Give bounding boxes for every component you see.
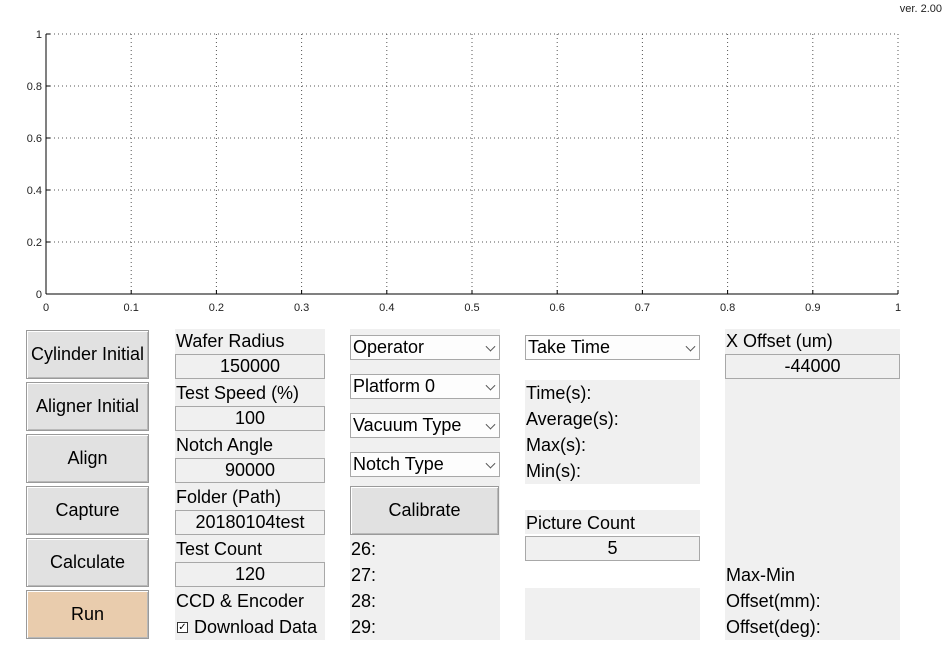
align-button[interactable]: Align — [26, 434, 149, 483]
picture-count-panel — [525, 510, 700, 534]
offset-deg-label: Offset(deg): — [726, 617, 821, 637]
x-tick-label: 0.5 — [464, 302, 479, 314]
test-speed-field[interactable]: 100 — [175, 406, 325, 431]
folder-path-field[interactable]: 20180104test — [175, 510, 325, 535]
count-label-29: 29: — [351, 617, 377, 637]
cylinder-initial-button[interactable]: Cylinder Initial — [26, 330, 149, 379]
calibrate-button[interactable]: Calibrate — [350, 486, 499, 535]
take-time-dropdown-value: Take Time — [528, 337, 611, 357]
offset-panel — [725, 329, 900, 640]
count-label-27: 27: — [351, 565, 377, 585]
capture-button[interactable]: Capture — [26, 486, 149, 535]
count-label-26: 26: — [351, 539, 377, 559]
x-tick-label: 0 — [43, 302, 49, 314]
download-data-checkbox[interactable]: ✓ — [177, 622, 188, 633]
y-tick-label: 0.8 — [27, 81, 42, 93]
folder-path-label: Folder (Path) — [176, 487, 282, 507]
max-label: Max(s): — [526, 435, 586, 455]
y-tick-label: 0.2 — [27, 237, 42, 249]
time-label: Time(s): — [526, 383, 592, 403]
run-button[interactable]: Run — [26, 590, 149, 639]
average-label: Average(s): — [526, 409, 619, 429]
test-speed-label: Test Speed (%) — [176, 383, 300, 403]
test-count-label: Test Count — [176, 539, 263, 559]
x-tick-label: 1 — [895, 302, 901, 314]
x-offset-label: X Offset (um) — [726, 331, 833, 351]
chevron-down-icon — [485, 419, 496, 430]
picture-count-field[interactable]: 5 — [525, 536, 700, 561]
plot-axes: 0 0.1 0.2 0.3 0.4 0.5 0.6 0.7 0.8 0.9 1 0 0.2 0.4 0.6 0… — [27, 29, 901, 314]
download-data-label: Download Data — [194, 617, 318, 637]
offset-mm-label: Offset(mm): — [726, 591, 821, 611]
notch-angle-label: Notch Angle — [176, 435, 274, 455]
x-tick-label: 0.3 — [294, 302, 309, 314]
timing-stats-panel — [525, 380, 700, 484]
count-label-28: 28: — [351, 591, 377, 611]
max-min-label: Max-Min — [726, 565, 796, 585]
operator-dropdown-value: Operator — [353, 337, 425, 357]
take-time-dropdown[interactable]: Take Time — [525, 335, 700, 360]
wafer-radius-field[interactable]: 150000 — [175, 354, 325, 379]
picture-count-label: Picture Count — [526, 513, 636, 533]
y-tick-label: 0.4 — [27, 185, 42, 197]
calculate-button[interactable]: Calculate — [26, 538, 149, 587]
min-label: Min(s): — [526, 461, 581, 481]
version-label: ver. 2.00 — [899, 3, 942, 15]
aligner-initial-button[interactable]: Aligner Initial — [26, 382, 149, 431]
x-tick-label: 0.7 — [635, 302, 650, 314]
vacuum-type-dropdown[interactable]: Vacuum Type — [350, 413, 500, 438]
x-tick-label: 0.6 — [550, 302, 565, 314]
y-tick-label: 1 — [36, 29, 42, 41]
x-tick-label: 0.4 — [379, 302, 394, 314]
x-offset-field[interactable]: -44000 — [725, 354, 900, 379]
y-tick-label: 0.6 — [27, 133, 42, 145]
chevron-down-icon — [685, 341, 696, 352]
x-tick-label: 0.9 — [805, 302, 820, 314]
x-tick-label: 0.2 — [209, 302, 224, 314]
chevron-down-icon — [485, 458, 496, 469]
operator-dropdown[interactable]: Operator — [350, 335, 500, 360]
x-tick-label: 0.8 — [720, 302, 735, 314]
wafer-radius-label: Wafer Radius — [176, 331, 285, 351]
notch-type-dropdown-value: Notch Type — [353, 454, 444, 474]
notch-type-dropdown[interactable]: Notch Type — [350, 452, 500, 477]
ccd-encoder-label: CCD & Encoder — [176, 591, 305, 611]
timing-extra-panel — [525, 588, 700, 640]
notch-angle-field[interactable]: 90000 — [175, 458, 325, 483]
platform-dropdown-value: Platform 0 — [353, 376, 436, 396]
test-count-field[interactable]: 120 — [175, 562, 325, 587]
chevron-down-icon — [485, 341, 496, 352]
x-tick-label: 0.1 — [124, 302, 139, 314]
platform-dropdown[interactable]: Platform 0 — [350, 374, 500, 399]
chevron-down-icon — [485, 380, 496, 391]
y-tick-label: 0 — [36, 289, 42, 301]
vacuum-type-dropdown-value: Vacuum Type — [353, 415, 462, 435]
parameters-panel — [175, 329, 325, 640]
